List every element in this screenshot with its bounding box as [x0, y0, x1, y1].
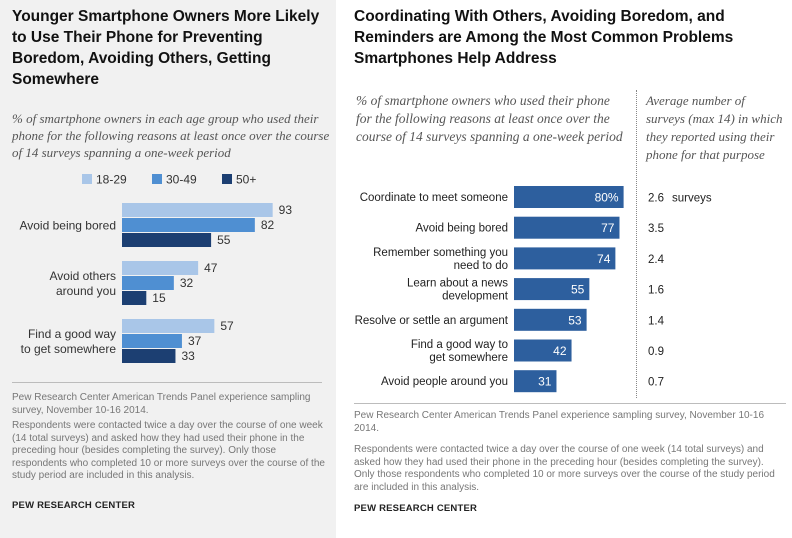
- bar: [514, 308, 587, 331]
- category-label: Avoid people around you: [381, 376, 508, 388]
- bar: [514, 216, 620, 239]
- legend-label-30-49: 30-49: [166, 173, 197, 187]
- average-surveys-value: 2.6: [648, 193, 664, 205]
- average-surveys-value: 0.7: [648, 377, 664, 389]
- bar-value-label: 15: [152, 291, 166, 305]
- category-label: Avoid others: [50, 269, 117, 283]
- bar-50+: [122, 291, 147, 305]
- bar-50+: [122, 233, 212, 247]
- bar-value-label: 55: [571, 283, 585, 297]
- bar: [514, 247, 616, 270]
- bar-value-label: 80%: [595, 191, 619, 205]
- category-label: Resolve or settle an argument: [355, 315, 509, 327]
- left-chart-subtitle: % of smartphone owners in each age group…: [12, 111, 330, 160]
- bar-18-29: [122, 319, 215, 333]
- category-label: Avoid being bored: [416, 223, 509, 235]
- bar-value-label: 57: [220, 319, 234, 333]
- legend-swatch-18-29: [82, 174, 92, 184]
- legend-swatch-30-49: [152, 174, 162, 184]
- bar-value-label: 77: [601, 221, 615, 235]
- right-chart-title: Coordinating With Others, Avoiding Bored…: [354, 8, 734, 67]
- category-label: Avoid being bored: [19, 219, 116, 233]
- average-surveys-value: 1.4: [648, 315, 665, 327]
- average-surveys-value: 0.9: [648, 346, 664, 358]
- bar-value-label: 47: [204, 261, 218, 275]
- bar-value-label: 32: [180, 276, 194, 290]
- left-chart-title: Younger Smartphone Owners More Likely to…: [12, 8, 320, 88]
- category-label: need to do: [454, 260, 508, 272]
- category-label: development: [442, 291, 509, 303]
- bar-value-label: 53: [568, 313, 582, 327]
- category-label: Find a good way: [28, 327, 116, 341]
- right-source-note: Pew Research Center American Trends Pane…: [354, 410, 765, 434]
- left-brand-label: PEW RESEARCH CENTER: [12, 500, 136, 511]
- category-label: around you: [56, 284, 116, 298]
- average-surveys-unit: surveys: [672, 193, 712, 205]
- right-brand-label: PEW RESEARCH CENTER: [354, 503, 478, 514]
- left-methodology-note: Respondents were contacted twice a day o…: [12, 420, 325, 481]
- bar-value-label: 42: [553, 344, 567, 358]
- legend-swatch-50+: [222, 174, 232, 184]
- bar-value-label: 37: [188, 334, 202, 348]
- legend-label-50+: 50+: [236, 173, 256, 187]
- bar-value-label: 31: [538, 375, 552, 389]
- average-surveys-value: 3.5: [648, 223, 664, 235]
- category-label: get somewhere: [429, 352, 508, 364]
- bar-30-49: [122, 276, 174, 290]
- right-divider: [354, 403, 786, 404]
- right-chart-panel: Coordinating With Others, Avoiding Bored…: [336, 0, 792, 538]
- bar: [514, 339, 572, 362]
- left-bar-chart: 18-29 30-49 50+ Avoid being bored Avoid othe…: [19, 173, 293, 363]
- bar: [514, 370, 557, 393]
- category-label: Remember something you: [373, 247, 508, 259]
- bar-value-label: 82: [261, 218, 275, 232]
- category-label: Find a good way to: [411, 339, 508, 351]
- right-methodology-note: Respondents were contacted twice a day o…: [354, 444, 775, 493]
- average-surveys-value: 1.6: [648, 285, 664, 297]
- left-source-note: Pew Research Center American Trends Pane…: [12, 392, 311, 416]
- category-label: Learn about a news: [407, 278, 508, 290]
- bar-50+: [122, 349, 176, 363]
- right-bar-chart: 80% Coordinate to meet someone 2.6 surveys 7…: [355, 186, 712, 393]
- bar-value-label: 55: [217, 233, 231, 247]
- left-chart-panel: Younger Smartphone Owners More Likely to…: [0, 0, 336, 538]
- legend-label-18-29: 18-29: [96, 173, 127, 187]
- left-divider: [12, 382, 322, 383]
- bar-value-label: 93: [279, 203, 293, 217]
- bar-18-29: [122, 203, 273, 217]
- average-surveys-value: 2.4: [648, 254, 665, 266]
- average-surveys-header: Average number of surveys (max 14) in wh…: [646, 93, 783, 162]
- bar-30-49: [122, 218, 255, 232]
- bar-value-label: 74: [597, 252, 611, 266]
- average-column-separator: [636, 90, 637, 398]
- bar-18-29: [122, 261, 199, 275]
- bar-30-49: [122, 334, 182, 348]
- bar-value-label: 33: [181, 349, 195, 363]
- bar: [514, 186, 624, 208]
- bar: [514, 278, 590, 301]
- category-label: Coordinate to meet someone: [360, 192, 508, 204]
- right-chart-subtitle: % of smartphone owners who used their ph…: [356, 93, 623, 144]
- category-label: to get somewhere: [21, 342, 117, 356]
